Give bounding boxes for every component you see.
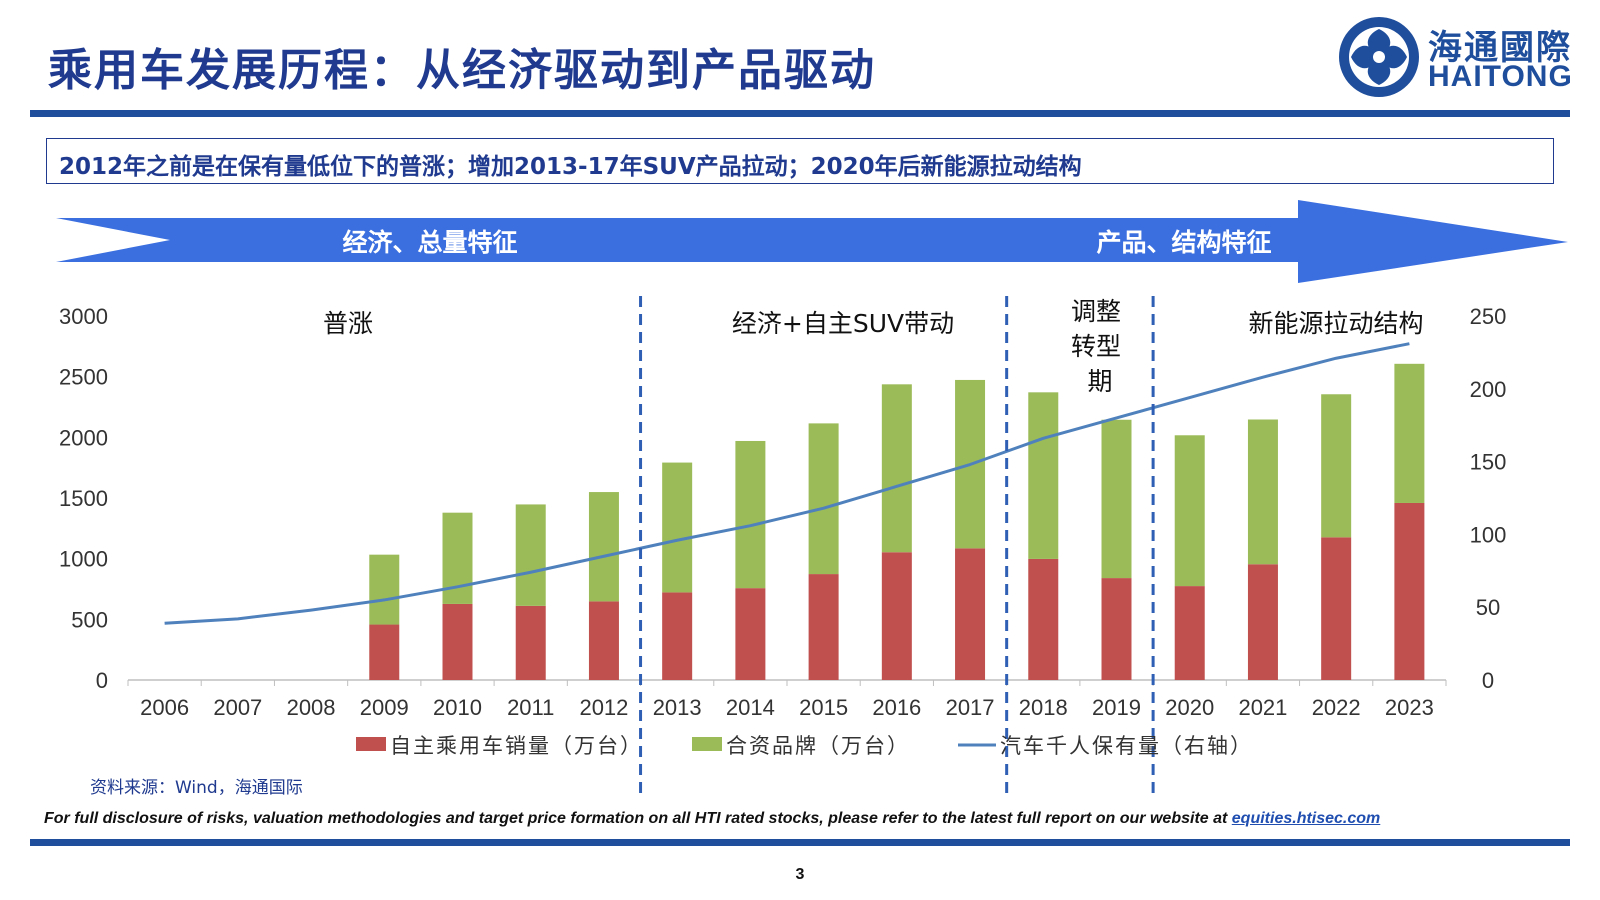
y-left-tick-label: 1000 bbox=[59, 547, 108, 572]
page-number: 3 bbox=[795, 866, 805, 883]
source-note: 资料来源：Wind，海通国际 bbox=[90, 778, 303, 798]
bar-domestic-brand bbox=[1174, 586, 1205, 680]
footer-divider bbox=[30, 839, 1570, 846]
bar-joint-venture bbox=[442, 512, 473, 604]
phase-arrow bbox=[56, 200, 1568, 283]
x-tick-label: 2013 bbox=[653, 695, 702, 720]
y-right-tick-label: 200 bbox=[1470, 377, 1507, 402]
ownership-line bbox=[164, 342, 1410, 625]
bar-joint-venture bbox=[588, 492, 619, 602]
arrow-right-label: 产品、结构特征 bbox=[1096, 228, 1271, 257]
haitong-logo: 海通國際 HAITONG bbox=[1336, 14, 1572, 100]
legend-label-ownership: 汽车千人保有量（右轴） bbox=[1000, 734, 1253, 758]
bar-joint-venture bbox=[1028, 392, 1059, 559]
subtitle-text: 2012年之前是在保有量低位下的普涨；增加2013-17年SUV产品拉动；202… bbox=[59, 154, 1082, 180]
logo-chinese-text: 海通國際 bbox=[1428, 28, 1572, 68]
website-link[interactable]: equities.htisec.com bbox=[1231, 810, 1381, 827]
bar-joint-venture bbox=[369, 554, 400, 625]
y-right-tick-label: 250 bbox=[1470, 304, 1507, 329]
x-tick-label: 2014 bbox=[726, 695, 775, 720]
y-right-tick-label: 150 bbox=[1470, 450, 1507, 475]
x-tick-label: 2023 bbox=[1385, 695, 1434, 720]
y-left-tick-label: 2000 bbox=[59, 425, 108, 450]
bar-domestic-brand bbox=[1247, 564, 1278, 680]
page-title: 乘用车发展历程：从经济驱动到产品驱动 bbox=[48, 45, 876, 96]
sales-chart: 经济、总量特征 产品、结构特征 2006 2007 2008 2009 2010 2011… bbox=[56, 200, 1568, 800]
bar-joint-venture bbox=[662, 462, 693, 593]
y-left-tick-label: 2500 bbox=[59, 365, 108, 390]
bar-joint-venture bbox=[1247, 419, 1278, 565]
bar-domestic-brand bbox=[369, 624, 400, 680]
x-tick-label: 2009 bbox=[360, 695, 409, 720]
phase-label-nev: 新能源拉动结构 bbox=[1248, 309, 1423, 338]
bar-joint-venture bbox=[1321, 394, 1352, 538]
arrow-left-label: 经济、总量特征 bbox=[342, 228, 517, 257]
bar-joint-venture bbox=[808, 423, 839, 575]
y-left-tick-label: 3000 bbox=[59, 304, 108, 329]
legend-label-domestic: 自主乘用车销量（万台） bbox=[390, 734, 643, 758]
x-tick-label: 2020 bbox=[1165, 695, 1214, 720]
bar-joint-venture bbox=[1101, 419, 1132, 579]
bar-joint-venture bbox=[881, 384, 912, 553]
x-tick-label: 2018 bbox=[1019, 695, 1068, 720]
y-left-tick-label: 0 bbox=[96, 668, 108, 693]
y-right-tick-label: 50 bbox=[1476, 595, 1500, 620]
bar-domestic-brand bbox=[735, 588, 766, 680]
x-tick-label: 2015 bbox=[799, 695, 848, 720]
bar-domestic-brand bbox=[955, 548, 986, 680]
bar-domestic-brand bbox=[1101, 578, 1132, 680]
x-tick-label: 2017 bbox=[946, 695, 995, 720]
x-tick-label: 2019 bbox=[1092, 695, 1141, 720]
y-left-tick-label: 1500 bbox=[59, 486, 108, 511]
phase-label-adjust: 调整 转型 期 bbox=[1071, 297, 1129, 396]
x-tick-label: 2008 bbox=[287, 695, 336, 720]
logo-english-text: HAITONG bbox=[1428, 60, 1573, 93]
bar-domestic-brand bbox=[1321, 537, 1352, 680]
legend-swatch-joint-venture bbox=[692, 737, 722, 751]
x-tick-label: 2022 bbox=[1312, 695, 1361, 720]
bar-joint-venture bbox=[1174, 435, 1205, 587]
bar-joint-venture bbox=[515, 504, 546, 606]
bar-domestic-brand bbox=[662, 592, 693, 680]
disclaimer: For full disclosure of risks, valuation … bbox=[44, 810, 1380, 828]
legend-swatch-domestic bbox=[356, 737, 386, 751]
x-tick-label: 2021 bbox=[1238, 695, 1287, 720]
disclaimer-text: For full disclosure of risks, valuation … bbox=[44, 810, 1232, 827]
x-tick-label: 2010 bbox=[433, 695, 482, 720]
bar-domestic-brand bbox=[1394, 502, 1425, 680]
phase-label-suv: 经济+自主SUV带动 bbox=[732, 309, 954, 338]
bar-domestic-brand bbox=[515, 605, 546, 680]
x-tick-label: 2016 bbox=[872, 695, 921, 720]
bar-domestic-brand bbox=[881, 552, 912, 680]
y-right-tick-label: 100 bbox=[1470, 522, 1507, 547]
bar-domestic-brand bbox=[442, 603, 473, 680]
bar-domestic-brand bbox=[1028, 558, 1059, 680]
bar-joint-venture bbox=[1394, 363, 1425, 503]
y-right-tick-label: 0 bbox=[1482, 668, 1494, 693]
header-divider bbox=[30, 110, 1570, 117]
haitong-emblem-icon bbox=[1339, 17, 1419, 97]
x-tick-label: 2007 bbox=[213, 695, 262, 720]
x-tick-label: 2011 bbox=[507, 695, 554, 720]
x-tick-label: 2012 bbox=[579, 695, 628, 720]
phase-label-rise: 普涨 bbox=[323, 309, 373, 338]
bar-joint-venture bbox=[735, 440, 766, 589]
bar-domestic-brand bbox=[588, 601, 619, 680]
x-tick-label: 2006 bbox=[140, 695, 189, 720]
legend-label-joint-venture: 合资品牌（万台） bbox=[726, 734, 910, 758]
subtitle-box: 2012年之前是在保有量低位下的普涨；增加2013-17年SUV产品拉动；202… bbox=[46, 138, 1554, 184]
bar-domestic-brand bbox=[808, 574, 839, 680]
y-left-tick-label: 500 bbox=[71, 607, 108, 632]
